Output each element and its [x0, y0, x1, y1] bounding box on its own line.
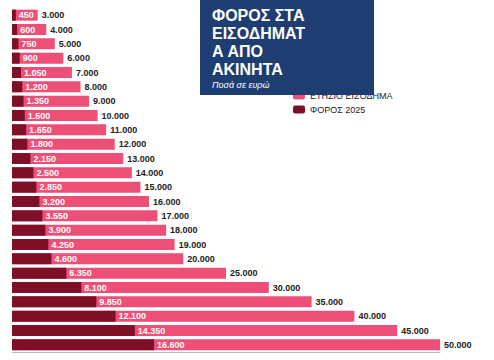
svg-text:4.600: 4.600: [54, 254, 77, 264]
svg-text:6.350: 6.350: [69, 268, 92, 278]
svg-text:18.000: 18.000: [170, 225, 198, 235]
svg-text:6.000: 6.000: [67, 53, 90, 63]
svg-text:16.600: 16.600: [157, 340, 185, 350]
svg-text:8.100: 8.100: [84, 283, 107, 293]
svg-text:35.000: 35.000: [316, 297, 344, 307]
svg-text:12.000: 12.000: [119, 139, 147, 149]
svg-text:3.550: 3.550: [45, 211, 68, 221]
svg-text:9.850: 9.850: [99, 297, 122, 307]
svg-text:Α ΑΠΟ: Α ΑΠΟ: [212, 43, 267, 60]
svg-text:1.350: 1.350: [27, 96, 50, 106]
svg-text:1.800: 1.800: [30, 139, 53, 149]
svg-text:45.000: 45.000: [401, 326, 429, 336]
svg-text:25.000: 25.000: [230, 268, 258, 278]
svg-text:ΦΟΡΟΣ ΣΤΑ: ΦΟΡΟΣ ΣΤΑ: [212, 7, 309, 24]
svg-text:16.000: 16.000: [153, 197, 181, 207]
svg-text:9.000: 9.000: [93, 96, 116, 106]
svg-text:13.000: 13.000: [127, 154, 155, 164]
svg-text:17.000: 17.000: [162, 211, 190, 221]
svg-text:900: 900: [23, 53, 38, 63]
svg-text:19.000: 19.000: [179, 240, 207, 250]
svg-text:1.050: 1.050: [24, 68, 47, 78]
svg-text:20.000: 20.000: [187, 254, 215, 264]
svg-text:450: 450: [19, 10, 34, 20]
svg-text:15.000: 15.000: [144, 182, 172, 192]
svg-text:4.000: 4.000: [50, 25, 73, 35]
svg-text:3.900: 3.900: [48, 225, 71, 235]
svg-text:12.100: 12.100: [119, 311, 147, 321]
svg-text:14.000: 14.000: [136, 168, 164, 178]
svg-text:750: 750: [21, 39, 36, 49]
svg-text:3.200: 3.200: [42, 197, 65, 207]
svg-text:14.350: 14.350: [138, 326, 166, 336]
svg-text:40.000: 40.000: [358, 311, 386, 321]
svg-text:8.000: 8.000: [84, 82, 107, 92]
svg-text:Ποσά σε ευρώ: Ποσά σε ευρώ: [212, 80, 270, 90]
svg-text:30.000: 30.000: [273, 283, 301, 293]
svg-text:5.000: 5.000: [59, 39, 82, 49]
svg-text:2.500: 2.500: [36, 168, 59, 178]
svg-text:1.650: 1.650: [29, 125, 52, 135]
svg-text:10.000: 10.000: [102, 111, 130, 121]
svg-text:ΑΚΙΝΗΤΑ: ΑΚΙΝΗΤΑ: [212, 61, 283, 78]
svg-text:3.000: 3.000: [42, 10, 65, 20]
svg-text:1.200: 1.200: [25, 82, 48, 92]
svg-text:50.000: 50.000: [444, 340, 472, 350]
svg-text:2.850: 2.850: [39, 182, 62, 192]
svg-text:600: 600: [20, 25, 35, 35]
svg-text:ΕΙΣΟΔΗΜΑΤ: ΕΙΣΟΔΗΜΑΤ: [212, 25, 305, 42]
svg-text:4.250: 4.250: [51, 240, 74, 250]
svg-text:1.500: 1.500: [28, 111, 51, 121]
svg-text:ΕΤΗΣΙΟ ΕΙΣΟΔΗΜΑ: ΕΤΗΣΙΟ ΕΙΣΟΔΗΜΑ: [310, 90, 393, 101]
svg-text:11.000: 11.000: [110, 125, 137, 135]
svg-text:ΦΟΡΟΣ 2025: ΦΟΡΟΣ 2025: [310, 105, 365, 115]
svg-text:7.000: 7.000: [76, 68, 99, 78]
svg-text:2.150: 2.150: [33, 154, 56, 164]
